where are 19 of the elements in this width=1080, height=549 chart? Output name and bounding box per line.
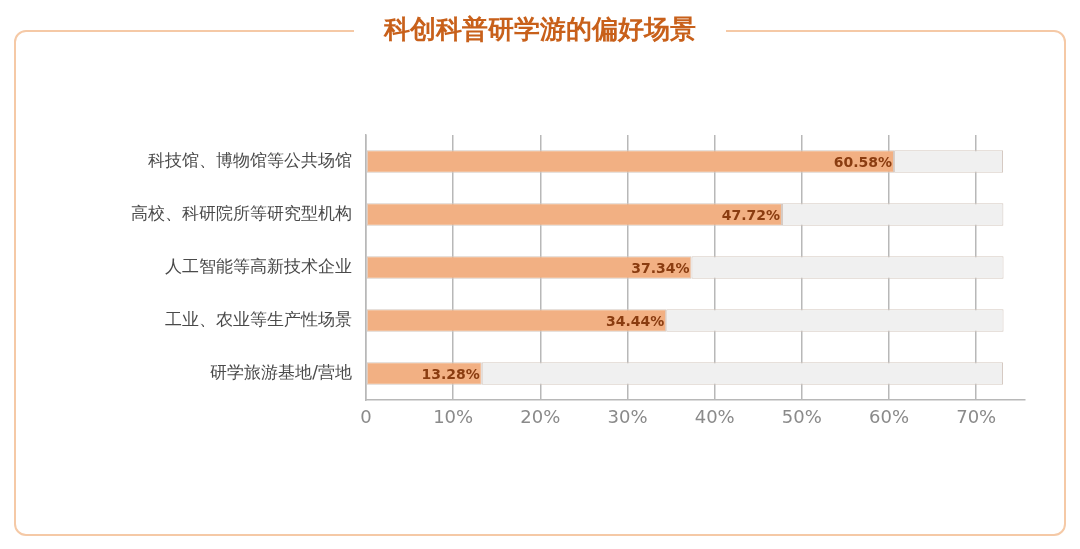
x-tick-label: 60%: [869, 406, 910, 428]
data-label: 34.44%: [605, 313, 665, 330]
x-tick-label: 50%: [781, 406, 822, 428]
chart-title: 科创科普研学游的偏好场景: [354, 14, 726, 44]
data-label: 60.58%: [833, 154, 893, 171]
y-tick-label: 人工智能等高新技术企业: [165, 255, 352, 276]
x-tick-label: 40%: [694, 406, 735, 428]
x-tick-label: 20%: [520, 406, 561, 428]
y-tick-label: 高校、科研院所等研究型机构: [131, 202, 352, 223]
x-tick-label: 70%: [956, 406, 997, 428]
x-tick-label: 10%: [433, 406, 474, 428]
data-label: 37.34%: [631, 260, 690, 277]
x-tick-label: 30%: [607, 406, 648, 428]
data-label: 13.28%: [421, 366, 480, 383]
x-tick-label: 0: [360, 406, 372, 428]
y-tick-label: 科技馆、博物馆等公共场馆: [148, 149, 352, 170]
y-tick-label: 工业、农业等生产性场景: [165, 308, 352, 329]
y-tick-label: 研学旅游基地/营地: [210, 361, 352, 382]
data-label: 47.72%: [721, 207, 780, 224]
